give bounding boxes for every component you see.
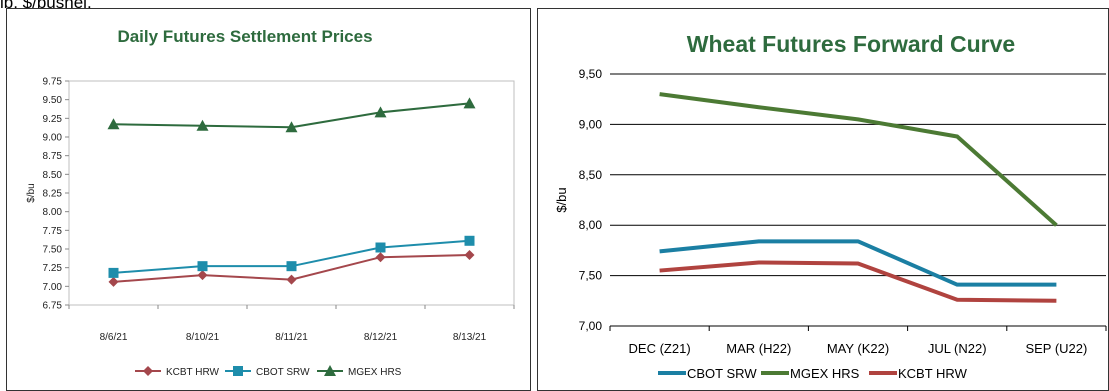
forward-curve-chart: Wheat Futures Forward Curve 7,00 7,50 8,00 8… — [554, 31, 1107, 381]
y-tick-label: 8.25 — [43, 189, 63, 200]
legend-label-kcbt-hrw: KCBT HRW — [166, 367, 220, 378]
x-tick-label: 8/10/21 — [186, 332, 220, 343]
data-point-kcbt-hrw — [197, 270, 208, 281]
legend-label-cbot-srw: CBOT SRW — [256, 367, 310, 378]
data-point-cbot-srw — [375, 242, 386, 253]
y-tick-label: 8.00 — [43, 207, 63, 218]
data-point-mgex-hrs — [463, 97, 476, 109]
y-tick-label: 8.50 — [43, 170, 63, 181]
series-line-cbot-srw — [659, 239, 1057, 287]
data-point-mgex-hrs — [107, 118, 120, 130]
y-axis-label: $/bu — [26, 183, 37, 202]
forward-curve-chart-panel: Wheat Futures Forward Curve 7,00 7,50 8,00 8… — [537, 8, 1109, 391]
daily-settlement-chart-panel: Daily Futures Settlement Prices 6.75 7.00 7… — [6, 8, 531, 391]
x-tick-label: MAR (H22) — [726, 341, 791, 356]
data-point-cbot-srw — [286, 261, 297, 272]
data-point-cbot-srw — [197, 261, 208, 272]
y-tick-label: 9,00 — [579, 117, 603, 131]
y-tick-label: 9.75 — [43, 77, 63, 88]
series-line-kcbt-hrw — [659, 260, 1057, 303]
y-tick-label: 8,50 — [579, 168, 603, 182]
y-tick-label: 7.25 — [43, 263, 63, 274]
y-tick-label: 7,50 — [579, 269, 603, 283]
y-tick-label: 6.75 — [43, 301, 63, 312]
daily-settlement-chart: Daily Futures Settlement Prices 6.75 7.00 7… — [26, 27, 515, 378]
x-tick-label: MAY (K22) — [827, 341, 889, 356]
data-point-kcbt-hrw — [108, 276, 119, 287]
data-point-mgex-hrs — [374, 106, 387, 118]
x-tick-label: 8/11/21 — [275, 332, 308, 343]
series-line-mgex-hrs — [659, 92, 1058, 227]
legend-marker-cbot-srw — [233, 366, 243, 376]
y-tick-label: 9.50 — [43, 95, 63, 106]
y-tick-label: 9.25 — [43, 114, 63, 125]
y-tick-label: 8,00 — [579, 218, 603, 232]
y-tick-label: 9.00 — [43, 133, 63, 144]
x-tick-label: 8/12/21 — [364, 332, 398, 343]
legend-label-kcbt-hrw: KCBT HRW — [898, 366, 968, 381]
data-point-cbot-srw — [464, 235, 475, 246]
data-point-mgex-hrs — [196, 119, 209, 131]
y-tick-label: 7.00 — [43, 282, 63, 293]
y-tick-label: 8.75 — [43, 151, 63, 162]
legend-label-mgex-hrs: MGEX HRS — [790, 366, 860, 381]
y-tick-label: 7,00 — [579, 319, 603, 333]
legend-marker-mgex-hrs — [324, 365, 336, 376]
x-tick-label: 8/6/21 — [100, 332, 128, 343]
x-tick-label: 8/13/21 — [453, 332, 487, 343]
chart-title: Wheat Futures Forward Curve — [687, 31, 1015, 57]
data-point-kcbt-hrw — [464, 249, 475, 260]
data-point-kcbt-hrw — [286, 274, 297, 285]
data-point-mgex-hrs — [285, 121, 298, 133]
y-axis-label: $/bu — [554, 187, 569, 212]
y-tick-label: 7.50 — [43, 245, 63, 256]
chart-title: Daily Futures Settlement Prices — [117, 27, 372, 46]
legend-marker-kcbt-hrw — [143, 366, 153, 376]
y-tick-label: 9,50 — [579, 67, 603, 81]
y-tick-label: 7.75 — [43, 226, 63, 237]
x-tick-label: SEP (U22) — [1025, 341, 1087, 356]
legend-label-cbot-srw: CBOT SRW — [687, 366, 757, 381]
x-tick-label: DEC (Z21) — [629, 341, 691, 356]
x-tick-label: JUL (N22) — [928, 341, 987, 356]
legend-label-mgex-hrs: MGEX HRS — [348, 367, 402, 378]
data-point-cbot-srw — [108, 267, 119, 278]
data-point-kcbt-hrw — [375, 252, 386, 263]
